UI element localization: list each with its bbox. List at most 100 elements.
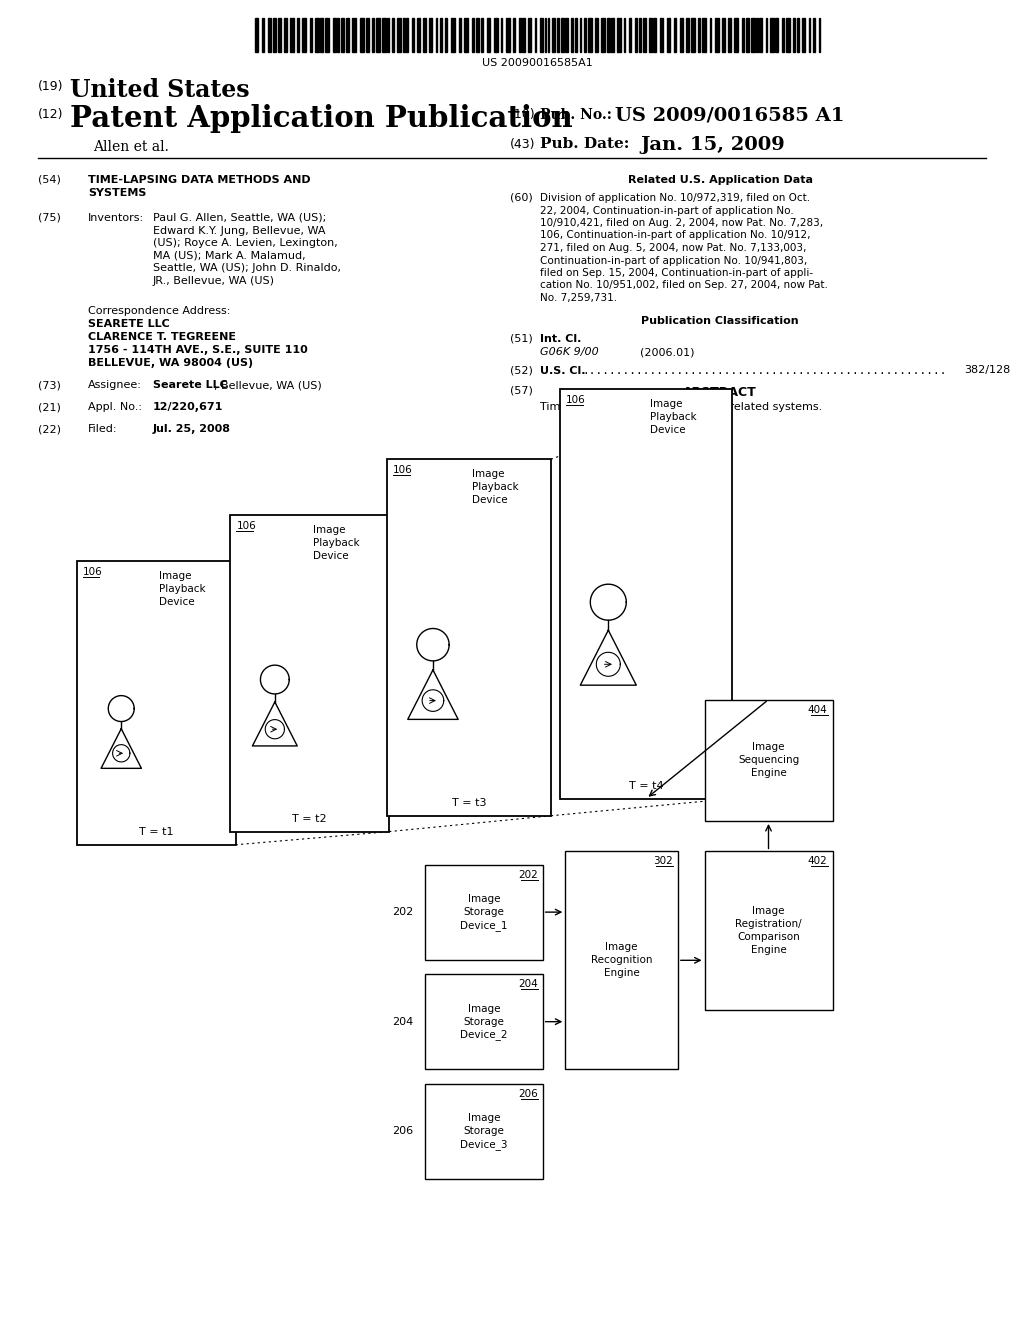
Text: 22, 2004, Continuation-in-part of application No.: 22, 2004, Continuation-in-part of applic… — [540, 206, 794, 215]
Text: 106: 106 — [237, 521, 256, 531]
Bar — [440, 18, 442, 51]
Text: Device: Device — [313, 550, 348, 561]
Text: Pub. Date:: Pub. Date: — [540, 137, 630, 150]
Bar — [341, 18, 343, 51]
Bar — [727, 18, 730, 51]
Text: (75): (75) — [38, 213, 60, 223]
Text: Image: Image — [472, 470, 505, 479]
Text: MA (US); Mark A. Malamud,: MA (US); Mark A. Malamud, — [153, 251, 305, 260]
Bar — [793, 18, 795, 51]
Bar — [392, 18, 393, 51]
Text: (60): (60) — [510, 193, 532, 203]
Bar — [302, 18, 306, 51]
Text: 106: 106 — [393, 466, 413, 475]
Bar — [667, 18, 670, 51]
Bar — [255, 18, 258, 51]
Text: Continuation-in-part of application No. 10/941,803,: Continuation-in-part of application No. … — [540, 256, 807, 265]
Bar — [387, 459, 551, 816]
Bar — [513, 18, 515, 51]
Text: Image: Image — [160, 572, 191, 581]
Bar — [351, 18, 355, 51]
Bar — [802, 18, 805, 51]
Text: Playback: Playback — [472, 482, 519, 492]
Text: Image: Image — [313, 525, 345, 535]
Text: 106, Continuation-in-part of application No. 10/912,: 106, Continuation-in-part of application… — [540, 231, 811, 240]
Bar — [230, 515, 389, 832]
Bar — [629, 18, 631, 51]
Bar — [310, 18, 312, 51]
Text: Searete LLC: Searete LLC — [153, 380, 227, 389]
Bar — [557, 18, 558, 51]
Text: (US); Royce A. Levien, Lexington,: (US); Royce A. Levien, Lexington, — [153, 238, 338, 248]
Bar — [278, 18, 281, 51]
Bar — [445, 18, 447, 51]
Text: (2006.01): (2006.01) — [640, 347, 694, 358]
Text: Device_3: Device_3 — [460, 1139, 508, 1150]
Bar — [376, 18, 380, 51]
Text: US 20090016585A1: US 20090016585A1 — [482, 58, 593, 69]
Bar — [642, 18, 645, 51]
Text: (43): (43) — [510, 139, 536, 150]
Bar — [337, 18, 339, 51]
Text: (19): (19) — [38, 81, 63, 92]
Bar — [545, 18, 546, 51]
Text: Device: Device — [649, 425, 685, 436]
Bar — [565, 18, 567, 51]
Bar — [710, 18, 711, 51]
Bar — [77, 561, 236, 845]
Text: United States: United States — [70, 78, 250, 102]
Text: 1756 - 114TH AVE., S.E., SUITE 110: 1756 - 114TH AVE., S.E., SUITE 110 — [88, 345, 308, 355]
Text: Patent Application Publication: Patent Application Publication — [70, 104, 572, 133]
Bar — [575, 18, 577, 51]
Text: T = t4: T = t4 — [629, 780, 664, 791]
Bar — [382, 18, 385, 51]
Text: 106: 106 — [566, 396, 586, 405]
Text: Filed:: Filed: — [88, 424, 118, 434]
Bar — [319, 18, 323, 51]
Bar — [486, 18, 489, 51]
Text: 204: 204 — [518, 979, 538, 989]
Bar — [797, 18, 799, 51]
Text: 402: 402 — [808, 857, 827, 866]
Bar — [425, 974, 543, 1069]
Bar — [785, 18, 790, 51]
Bar — [818, 18, 820, 51]
Text: 106: 106 — [83, 568, 102, 577]
Bar — [580, 18, 581, 51]
Bar — [680, 18, 683, 51]
Text: Related U.S. Application Data: Related U.S. Application Data — [628, 176, 812, 185]
Bar — [705, 851, 833, 1010]
Text: 382/128: 382/128 — [964, 366, 1011, 375]
Bar — [459, 18, 461, 51]
Bar — [435, 18, 437, 51]
Text: Inventors:: Inventors: — [88, 213, 144, 223]
Bar — [315, 18, 318, 51]
Text: Edward K.Y. Jung, Bellevue, WA: Edward K.Y. Jung, Bellevue, WA — [153, 226, 326, 235]
Text: Recognition: Recognition — [591, 956, 652, 965]
Bar — [600, 18, 604, 51]
Bar — [639, 18, 640, 51]
Bar — [698, 18, 700, 51]
Bar — [561, 18, 563, 51]
Text: filed on Sep. 15, 2004, Continuation-in-part of appli-: filed on Sep. 15, 2004, Continuation-in-… — [540, 268, 813, 279]
Text: Image: Image — [468, 1113, 500, 1123]
Text: Image: Image — [468, 894, 500, 904]
Text: T = t3: T = t3 — [452, 797, 486, 808]
Text: Playback: Playback — [160, 583, 206, 594]
Text: Int. Cl.: Int. Cl. — [540, 334, 582, 343]
Bar — [429, 18, 431, 51]
Text: Device: Device — [472, 495, 508, 506]
Bar — [705, 700, 833, 821]
Bar — [552, 18, 555, 51]
Bar — [345, 18, 348, 51]
Text: (21): (21) — [38, 403, 60, 412]
Bar — [741, 18, 744, 51]
Text: Pub. No.:: Pub. No.: — [540, 108, 612, 121]
Text: Registration/: Registration/ — [735, 919, 802, 929]
Text: SEARETE LLC: SEARETE LLC — [88, 319, 170, 329]
Bar — [611, 18, 613, 51]
Text: T = t1: T = t1 — [139, 826, 173, 837]
Text: (51): (51) — [510, 334, 532, 343]
Text: ......................................................: ........................................… — [582, 366, 946, 375]
Bar — [691, 18, 695, 51]
